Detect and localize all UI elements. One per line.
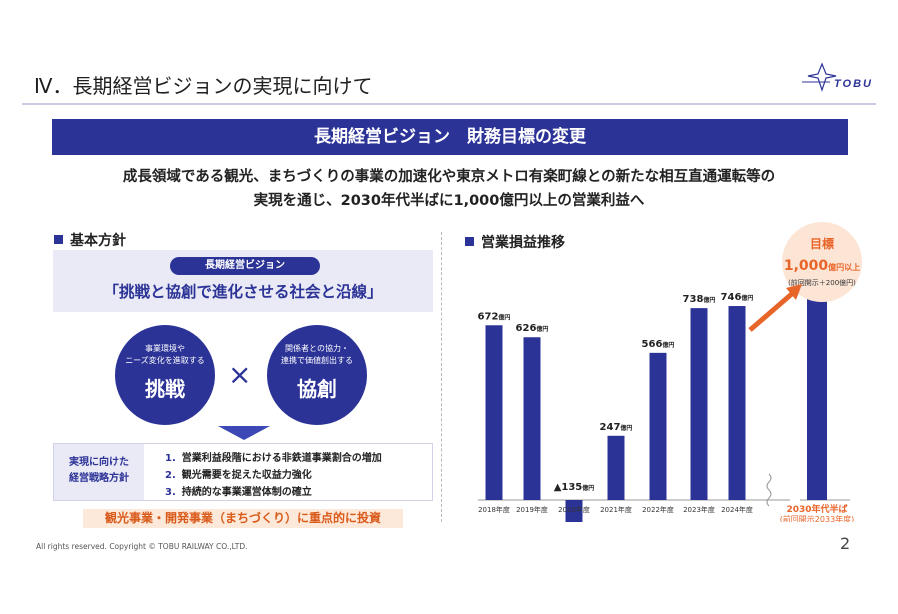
profit-heading: 営業損益推移 [465,232,565,252]
data-label-unit: 億円 [703,296,715,304]
lead-line-2: 実現を通じ、2030年代半ばに1,000億円以上の営業利益へ [253,193,645,209]
data-label: 746億円 [721,292,754,303]
data-label-unit: 億円 [620,424,632,432]
data-label: 566億円 [642,339,675,350]
data-label-unit: 億円 [662,341,674,349]
target-unit: 億円以上 [828,262,860,272]
target-title: 目標 [810,236,834,251]
tobu-logo: TOBU [800,60,880,100]
page-number: 2 [840,534,851,553]
basic-policy-heading-text: 基本方針 [70,233,126,249]
operating-profit-chart: 2018年度 672億円 2019年度 626億円 2020年度 ▲135億円 2021年度… [478,222,862,522]
challenge-desc-2: ニーズ変化を進取する [125,356,205,365]
chart-bar [728,306,746,500]
data-label: 738億円 [683,294,716,305]
x-tick-label: 2021年度 [600,505,632,514]
profit-heading-text: 営業損益推移 [481,235,565,251]
strategy-label-bg [54,444,144,500]
page-title: Ⅳ．長期経営ビジョンの実現に向けて [34,74,373,98]
x-tick-label: 2023年度 [683,505,715,514]
times-icon: × [228,358,252,391]
strategy-box [53,443,433,501]
strategy-label-line-2: 経営戦略方針 [69,473,129,484]
x-tick-label: 2019年度 [516,505,548,514]
target-circle [782,222,862,302]
data-label: 626億円 [516,323,549,334]
data-label-unit: 億円 [498,313,510,321]
challenge-circle: 事業環境やニーズ変化を進取する 挑戦 [115,325,215,425]
copyright: All rights reserved. Copyright © TOBU RA… [36,542,248,551]
challenge-label: 挑戦 [145,377,185,401]
chart-bar [485,325,503,500]
strategy-num: 2. [165,470,176,481]
co-creation-desc-1: 関係者との協力・ [285,344,349,353]
down-arrow-icon [218,426,270,440]
banner-title: 長期経営ビジョン 財務目標の変更 [52,119,848,155]
strategy-num: 1. [165,453,176,464]
strategy-num: 3. [165,487,176,498]
chart-bar [690,308,708,500]
x-tick-label: 2020年度 [558,505,590,514]
x-tick-note: (前回開示2033年度) [780,514,855,522]
chart-bar [607,435,625,500]
bullet-square-icon [465,237,474,246]
strategy-text: 観光需要を捉えた収益力強化 [181,470,312,481]
logo-text: TOBU [834,78,873,90]
title-divider [22,103,876,105]
axis-break-icon [766,473,772,507]
data-label: 672億円 [478,311,511,322]
target-note: (前回開示＋200億円) [788,278,856,287]
data-label-unit: 億円 [741,294,753,302]
co-creation-label: 協創 [297,377,337,401]
x-tick-label: 2024年度 [721,505,753,514]
vision-slogan: 「挑戦と協創で進化させる社会と沿線」 [103,283,383,301]
co-creation-desc-2: 連携で価値創出する [281,356,353,365]
data-label-unit: 億円 [536,325,548,333]
data-label: 247億円 [600,422,633,433]
lead-line-1: 成長領域である観光、まちづくりの事業の加速化や東京メトロ有楽町線との新たな相互直… [122,169,776,185]
data-label-unit: 億円 [582,484,594,492]
bullet-square-icon [54,235,63,244]
chart-bar [649,352,667,500]
chart-bar [523,337,541,500]
focus-investment-bar: 観光事業・開発事業（まちづくり）に重点的に投資 [83,509,403,528]
chart-bar [807,240,827,500]
strategy-label-line-1: 実現に向けた [69,457,129,468]
strategy-text: 持続的な事業運営体制の確立 [181,487,312,498]
x-tick-label: 2022年度 [642,505,674,514]
chart-bar [565,500,583,522]
strategy-item: 3. 持続的な事業運営体制の確立 [165,483,312,498]
strategy-item: 1. 営業利益段階における非鉄道事業割合の増加 [165,449,382,464]
co-creation-circle: 関係者との協力・ 連携で価値創出する 協創 [267,325,367,425]
data-label: ▲135億円 [554,482,595,493]
x-tick-label: 2030年代半ば [786,503,847,515]
challenge-desc-1: 事業環境や [145,344,185,353]
target-arrow-shaft [748,290,796,332]
section-divider [441,232,442,522]
basic-policy-heading: 基本方針 [54,230,126,250]
strategy-text: 営業利益段階における非鉄道事業割合の増加 [181,453,382,464]
target-arrow-icon [786,284,802,300]
strategy-item: 2. 観光需要を捉えた収益力強化 [165,466,312,481]
x-tick-label: 2018年度 [478,505,510,514]
strategy-label: 実現に向けた 経営戦略方針 [54,455,144,487]
vision-label: 長期経営ビジョン [170,257,320,275]
